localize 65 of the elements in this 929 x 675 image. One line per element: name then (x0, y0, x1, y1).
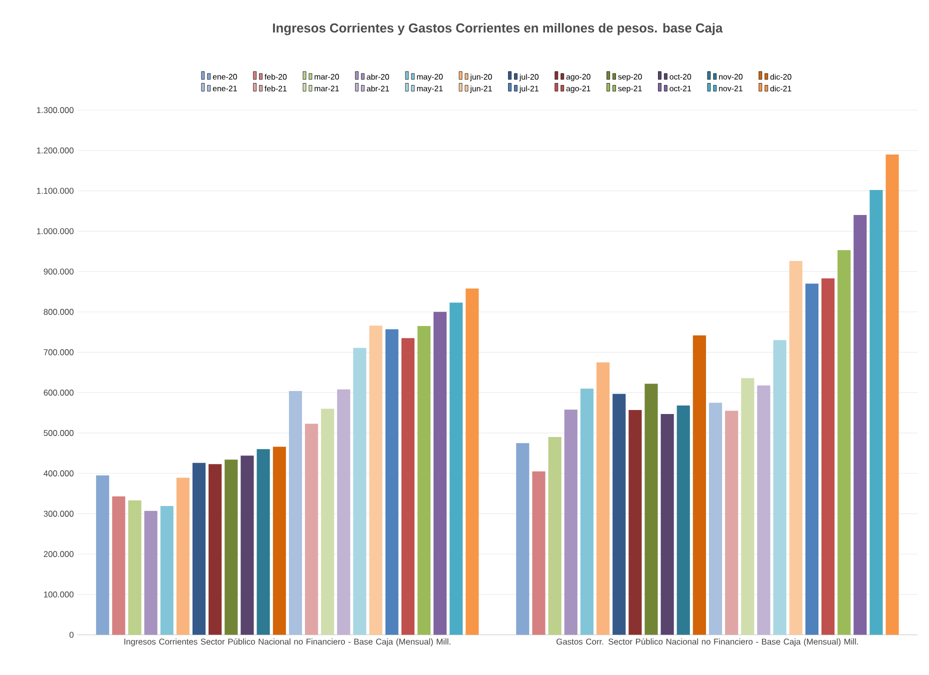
x-tick-label: Gastos Corr. Sector Público Nacional no Financiero - Base Caja (Mensual) Mill. (556, 638, 858, 646)
y-tick-label: 800.000 (44, 308, 74, 315)
bar (128, 500, 142, 635)
bar (321, 408, 334, 635)
y-tick-label: 0 (70, 632, 74, 638)
bar (789, 260, 802, 635)
bar (112, 496, 126, 635)
bar (516, 442, 530, 635)
bar (870, 190, 883, 635)
bar (773, 340, 786, 635)
bar (272, 446, 286, 635)
bar (548, 436, 562, 635)
bar (660, 414, 674, 635)
bar (838, 250, 851, 635)
bar (805, 283, 818, 635)
bar (176, 478, 190, 635)
bar (401, 338, 414, 635)
bar (564, 409, 578, 635)
bar (757, 385, 770, 635)
chart-title: Ingresos Corrientes y Gastos Corrientes en millones de pesos. base Caja (273, 22, 723, 35)
bar (741, 378, 754, 635)
bar (466, 288, 479, 635)
bar (417, 326, 431, 635)
bar (369, 325, 382, 635)
bar (208, 464, 222, 635)
x-tick-label: Ingresos Corrientes Sector Público Nacional no Financiero - Base Caja (Mensual) Mill. (124, 638, 450, 646)
bar (596, 362, 610, 635)
y-tick-label: 200.000 (44, 550, 74, 557)
y-tick-label: 1.200.000 (37, 147, 74, 154)
bar (240, 455, 254, 635)
bar (644, 384, 658, 635)
bar (434, 312, 447, 635)
bar (353, 348, 366, 635)
y-tick-label: 400.000 (44, 470, 74, 476)
y-tick-label: 500.000 (44, 430, 74, 436)
bar (725, 410, 738, 635)
bar (288, 390, 302, 635)
bar (676, 405, 690, 635)
bar (708, 402, 722, 635)
y-tick-label: 1.000.000 (37, 228, 74, 234)
y-tick-label: 700.000 (44, 349, 74, 356)
y-tick-label: 600.000 (44, 389, 74, 396)
bar (692, 335, 706, 635)
y-tick-label: 1.100.000 (37, 188, 74, 194)
y-tick-label: 900.000 (44, 268, 74, 274)
bar (160, 506, 174, 635)
bar (256, 448, 270, 635)
y-tick-label: 300.000 (44, 510, 74, 516)
bar (854, 214, 867, 635)
y-tick-label: 100.000 (44, 591, 74, 598)
bar (304, 423, 318, 635)
bar (385, 329, 398, 635)
y-tick-label: 1.300.000 (37, 106, 74, 113)
bar (886, 154, 899, 635)
bar (821, 278, 835, 635)
bar (532, 471, 546, 635)
bar (612, 394, 626, 635)
bar (192, 462, 206, 635)
bar (450, 302, 463, 635)
bar (144, 510, 158, 635)
bar (224, 459, 238, 635)
bar (96, 475, 110, 635)
bar (337, 389, 350, 635)
bar (628, 410, 642, 635)
bar (580, 388, 594, 635)
